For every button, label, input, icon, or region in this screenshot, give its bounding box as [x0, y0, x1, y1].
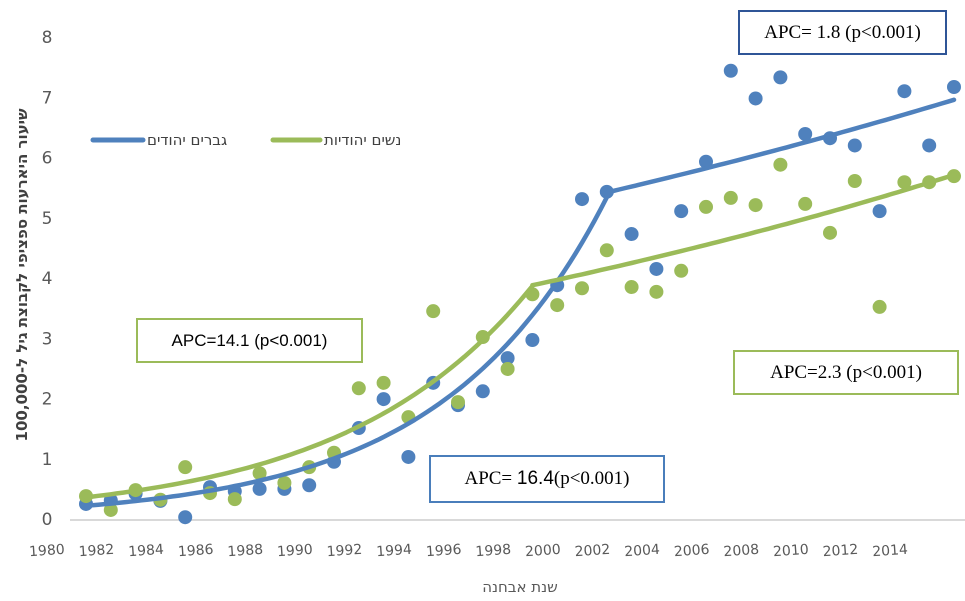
data-point-men-2008: [748, 91, 763, 106]
data-point-men-2001: [575, 192, 589, 207]
data-point-men-1993: [376, 392, 391, 407]
y-tick-label: 1: [42, 450, 53, 470]
data-point-women-2011: [823, 225, 837, 240]
annotation-apc-women-segment-1: APC=14.1 (p<0.001): [136, 318, 363, 363]
legend: גברים יהודים נשים יהודיות: [90, 131, 401, 149]
data-point-women-2003: [624, 280, 639, 295]
x-axis-title: שנת אבחנה: [482, 578, 558, 596]
x-tick-label: 1992: [326, 542, 363, 560]
x-tick-label: 2014: [872, 542, 909, 560]
x-tick-label: 1988: [227, 542, 264, 560]
legend-item-men: גברים יהודים: [90, 131, 227, 149]
x-tick-label: 2012: [822, 542, 859, 560]
data-point-women-2014: [897, 175, 912, 190]
annotation-text-prefix: APC=: [464, 468, 517, 489]
x-tick-label: 2006: [673, 542, 710, 560]
data-point-women-2002: [599, 243, 614, 258]
x-tick-label: 1982: [78, 542, 115, 560]
data-point-men-2016: [947, 80, 961, 95]
x-tick-label: 2008: [723, 542, 760, 560]
x-tick-label: 1998: [475, 542, 512, 560]
y-tick-label: 6: [42, 149, 53, 169]
data-point-women-2004: [649, 284, 664, 299]
data-point-men-2003: [624, 227, 639, 242]
x-tick-label: 2000: [525, 542, 562, 560]
x-tick-label: 1986: [177, 542, 214, 560]
data-point-women-2008: [748, 198, 763, 213]
y-tick-label: 2: [42, 390, 53, 410]
x-tick-label: 1994: [376, 542, 413, 560]
data-point-men-1988: [252, 481, 267, 496]
data-point-women-2010: [798, 196, 813, 211]
annotation-text: APC= 1.8 (p<0.001): [764, 21, 921, 43]
data-point-women-2012: [847, 173, 862, 188]
data-point-women-1987: [227, 492, 242, 507]
data-point-men-1990: [302, 478, 317, 493]
data-point-women-1982: [103, 502, 118, 517]
data-point-women-2000: [550, 298, 565, 313]
trend-line-men: [83, 97, 957, 508]
legend-label-men: גברים יהודים: [147, 131, 227, 149]
data-point-men-2014: [897, 84, 912, 99]
data-point-women-1992: [351, 381, 366, 396]
x-tick-label: 2010: [773, 542, 810, 560]
trend-line-women: [83, 172, 957, 500]
data-point-men-1998: [500, 351, 515, 366]
trend-lines: [83, 97, 957, 508]
x-tick-label: 1990: [277, 542, 314, 560]
data-point-women-2005: [674, 263, 689, 278]
data-point-women-1996: [451, 395, 465, 410]
data-point-women-2009: [773, 157, 788, 172]
data-point-men-1994: [401, 449, 416, 464]
data-point-men-1999: [525, 333, 540, 348]
data-point-men-2010: [798, 127, 813, 142]
y-tick-label: 0: [42, 510, 53, 530]
data-point-women-1993: [376, 375, 391, 390]
x-tick-label: 2002: [574, 542, 611, 560]
data-point-men-2005: [674, 204, 689, 219]
data-point-women-2013: [872, 299, 887, 314]
annotation-text: APC=2.3 (p<0.001): [770, 361, 922, 383]
data-point-men-2004: [649, 261, 664, 276]
x-tick-label: 1984: [128, 542, 165, 560]
annotation-text-suffix: (p<0.001): [553, 468, 630, 489]
data-point-women-1985: [178, 460, 193, 475]
y-tick-label: 3: [42, 329, 53, 349]
y-axis-title: שיעור היארעות ספציפי לקבוצת גיל ל-100,00…: [13, 108, 31, 442]
legend-item-women: נשים יהודיות: [270, 131, 401, 149]
annotation-text: APC=14.1 (p<0.001): [171, 330, 328, 350]
data-point-men-2009: [773, 70, 788, 85]
data-point-men-2012: [847, 138, 862, 153]
y-tick-label: 5: [42, 209, 53, 229]
legend-label-women: נשים יהודיות: [324, 131, 401, 149]
annotation-text-value: 16.4: [516, 468, 554, 489]
data-point-women-2001: [575, 281, 589, 296]
annotation-apc-men-segment-2: APC= 1.8 (p<0.001): [738, 10, 947, 55]
x-tick-label: 2004: [624, 542, 661, 560]
data-point-men-1985: [178, 510, 193, 525]
y-tick-label: 7: [42, 88, 53, 108]
data-point-women-1988: [252, 466, 267, 481]
y-axis-ticks: 0 1 2 3 4 5 6 7 8: [42, 28, 53, 530]
x-tick-label: 1996: [425, 542, 462, 560]
y-tick-label: 4: [42, 269, 53, 289]
annotation-apc-men-segment-1: APC= 16.4 (p<0.001): [429, 455, 665, 503]
data-point-women-1995: [426, 304, 441, 319]
data-point-women-1998: [500, 361, 515, 376]
x-tick-label: 1980: [29, 542, 66, 560]
data-point-men-2015: [922, 138, 937, 153]
data-point-men-2007: [723, 63, 738, 78]
y-tick-label: 8: [42, 28, 53, 48]
x-axis-ticks: 1980 1982 1984 1986 1988 1990 1992 1994 1996 1998…: [29, 542, 909, 560]
data-point-women-2007: [723, 190, 738, 205]
data-point-women-1989: [277, 475, 292, 490]
data-point-men-2013: [872, 204, 887, 219]
data-point-women-2006: [699, 199, 713, 214]
data-point-men-1997: [475, 384, 490, 399]
series-women-points: [79, 157, 961, 517]
annotation-apc-women-segment-2: APC=2.3 (p<0.001): [733, 350, 959, 395]
